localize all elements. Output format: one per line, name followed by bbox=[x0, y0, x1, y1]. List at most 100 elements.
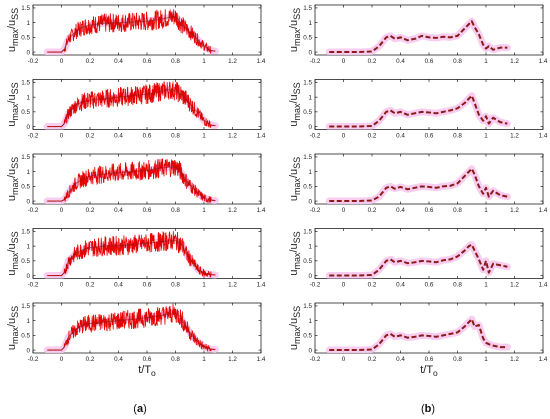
y-tick-label: 0 bbox=[308, 198, 312, 205]
x-tick-label: 1.2 bbox=[228, 58, 237, 65]
x-tick-label: 0.4 bbox=[396, 356, 405, 363]
x-tick-label: 1.4 bbox=[539, 58, 548, 65]
x-tick-label: 0.6 bbox=[143, 58, 152, 65]
x-tick-label: 1.2 bbox=[228, 207, 237, 214]
x-tick-label: 1.4 bbox=[539, 207, 548, 214]
x-tick-label: 1.2 bbox=[510, 356, 519, 363]
y-axis-label-part: /u bbox=[288, 20, 300, 29]
x-tick-label: 1.4 bbox=[257, 133, 266, 140]
y-axis-label-part: /u bbox=[6, 94, 18, 103]
x-tick-label: 0.4 bbox=[114, 282, 123, 289]
y-axis-label-part: /u bbox=[6, 169, 18, 178]
x-tick-label: 1 bbox=[484, 356, 488, 363]
y-tick-label: 1.5 bbox=[303, 229, 312, 236]
x-tick-label: -0.2 bbox=[310, 356, 321, 363]
x-tick-label: 0.2 bbox=[86, 133, 95, 140]
y-tick-label: 1 bbox=[26, 169, 30, 176]
y-axis-label-part: /u bbox=[6, 20, 18, 29]
x-axis-label-sub: o bbox=[433, 368, 438, 378]
y-axis-label-part: max bbox=[292, 29, 302, 47]
y-tick-label: 1.5 bbox=[21, 154, 30, 161]
x-tick-label: 0.4 bbox=[114, 207, 123, 214]
y-tick-label: 1 bbox=[26, 318, 30, 325]
x-tick-label: 0 bbox=[60, 207, 64, 214]
x-tick-label: -0.2 bbox=[28, 282, 39, 289]
x-tick-label: 1 bbox=[202, 133, 206, 140]
y-tick-label: 0 bbox=[308, 124, 312, 131]
y-tick-label: 1 bbox=[308, 94, 312, 101]
y-tick-label: 0.5 bbox=[21, 35, 30, 42]
x-tick-label: 1 bbox=[202, 356, 206, 363]
plot-area bbox=[43, 303, 219, 353]
y-tick-label: 0.5 bbox=[303, 35, 312, 42]
x-tick-label: 1.2 bbox=[510, 133, 519, 140]
series-mean bbox=[47, 312, 216, 351]
series-signal bbox=[47, 9, 216, 54]
y-tick-label: 0 bbox=[308, 273, 312, 280]
x-tick-label: 0 bbox=[60, 356, 64, 363]
y-tick-label: 1.5 bbox=[21, 303, 30, 310]
y-tick-label: 0 bbox=[308, 49, 312, 56]
x-tick-label: 0.8 bbox=[453, 207, 462, 214]
y-tick-label: 1 bbox=[308, 318, 312, 325]
subplot-grid: -0.2 0 0.2 0.4 0.6 0.8 1 1.2 1.400.511.5umax/uSS… bbox=[6, 4, 548, 378]
x-tick-label: -0.2 bbox=[28, 356, 39, 363]
plot-area bbox=[325, 315, 511, 353]
y-tick-label: 0 bbox=[308, 347, 312, 354]
y-axis-label-part: /u bbox=[288, 94, 300, 103]
series-mean bbox=[47, 239, 216, 277]
y-tick-label: 0.5 bbox=[21, 258, 30, 265]
x-tick-label: 0.2 bbox=[86, 58, 95, 65]
x-tick-label: 0.6 bbox=[425, 133, 434, 140]
y-axis-label-part: /u bbox=[288, 169, 300, 178]
y-axis-label: umax/uSS bbox=[6, 8, 20, 52]
x-tick-label: 0.8 bbox=[453, 58, 462, 65]
x-tick-label: -0.2 bbox=[310, 133, 321, 140]
y-axis-label-part: u bbox=[288, 195, 300, 201]
x-tick-label: 1.4 bbox=[539, 133, 548, 140]
y-tick-label: 0.5 bbox=[303, 333, 312, 340]
x-tick-label: 0.2 bbox=[368, 282, 377, 289]
x-tick-label: 0.4 bbox=[396, 207, 405, 214]
x-tick-label: -0.2 bbox=[28, 133, 39, 140]
x-tick-label: 0.2 bbox=[368, 356, 377, 363]
x-tick-label: 0 bbox=[342, 133, 346, 140]
x-axis-label-sub: o bbox=[151, 368, 156, 378]
x-tick-label: 0.2 bbox=[86, 207, 95, 214]
x-tick-label: 0 bbox=[342, 282, 346, 289]
x-tick-label: 1.2 bbox=[228, 282, 237, 289]
y-tick-label: 1 bbox=[26, 20, 30, 27]
y-axis-label-part: u bbox=[6, 344, 18, 350]
x-tick-label: 1.2 bbox=[228, 133, 237, 140]
x-tick-label: 0.8 bbox=[171, 58, 180, 65]
y-axis-label-part: max bbox=[10, 103, 20, 121]
series-line-dashed bbox=[329, 20, 508, 54]
y-tick-label: 1.5 bbox=[21, 5, 30, 12]
x-tick-label: 0.2 bbox=[86, 282, 95, 289]
y-axis-label-part: SS bbox=[292, 306, 302, 318]
y-axis-label-part: SS bbox=[10, 306, 20, 318]
series-line-dashed bbox=[329, 94, 508, 128]
x-tick-label: 0.6 bbox=[143, 207, 152, 214]
y-axis-label-part: max bbox=[292, 327, 302, 345]
y-axis-label-part: u bbox=[6, 46, 18, 52]
x-tick-label: 1.2 bbox=[228, 356, 237, 363]
x-tick-label: 0.8 bbox=[171, 282, 180, 289]
y-axis-label-part: u bbox=[288, 270, 300, 276]
y-tick-label: 1 bbox=[26, 243, 30, 250]
y-tick-label: 1 bbox=[308, 243, 312, 250]
y-tick-label: 1 bbox=[308, 20, 312, 27]
x-tick-label: 0.6 bbox=[425, 207, 434, 214]
y-axis-label-part: SS bbox=[292, 82, 302, 94]
x-tick-label: 0 bbox=[60, 282, 64, 289]
y-axis-label: umax/uSS bbox=[288, 82, 302, 126]
x-tick-label: 0 bbox=[342, 207, 346, 214]
series-line-dashed bbox=[329, 167, 508, 203]
x-tick-label: 1 bbox=[484, 207, 488, 214]
y-tick-label: 1.5 bbox=[303, 154, 312, 161]
